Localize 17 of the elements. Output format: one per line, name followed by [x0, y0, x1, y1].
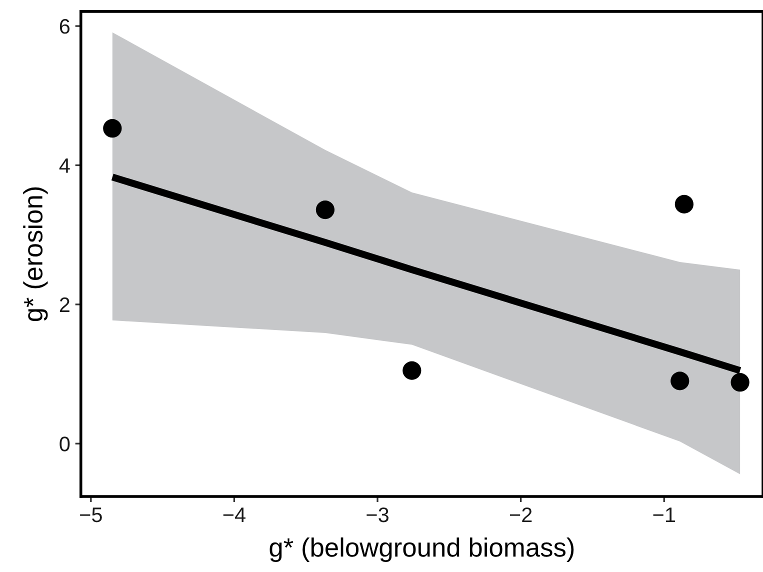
y-tick-label: 2 — [60, 297, 70, 312]
y-axis-title: g* (erosion) — [23, 187, 48, 322]
x-tick-label: −2 — [510, 507, 532, 522]
x-tick-label: −5 — [80, 508, 102, 522]
x-axis-title: g* (belowground biomass) — [270, 537, 574, 562]
y-tick-label: 4 — [59, 158, 70, 173]
y-tick-label: 6 — [60, 19, 70, 34]
x-tick-label: −1 — [653, 508, 675, 522]
point — [103, 119, 122, 138]
x-tick-label: −4 — [223, 508, 246, 522]
point — [316, 200, 335, 220]
point — [402, 361, 422, 380]
point — [730, 373, 750, 392]
y-tick-label: 0 — [60, 436, 70, 452]
point — [674, 194, 694, 214]
x-tick-label: −3 — [366, 507, 388, 522]
point — [670, 372, 690, 390]
